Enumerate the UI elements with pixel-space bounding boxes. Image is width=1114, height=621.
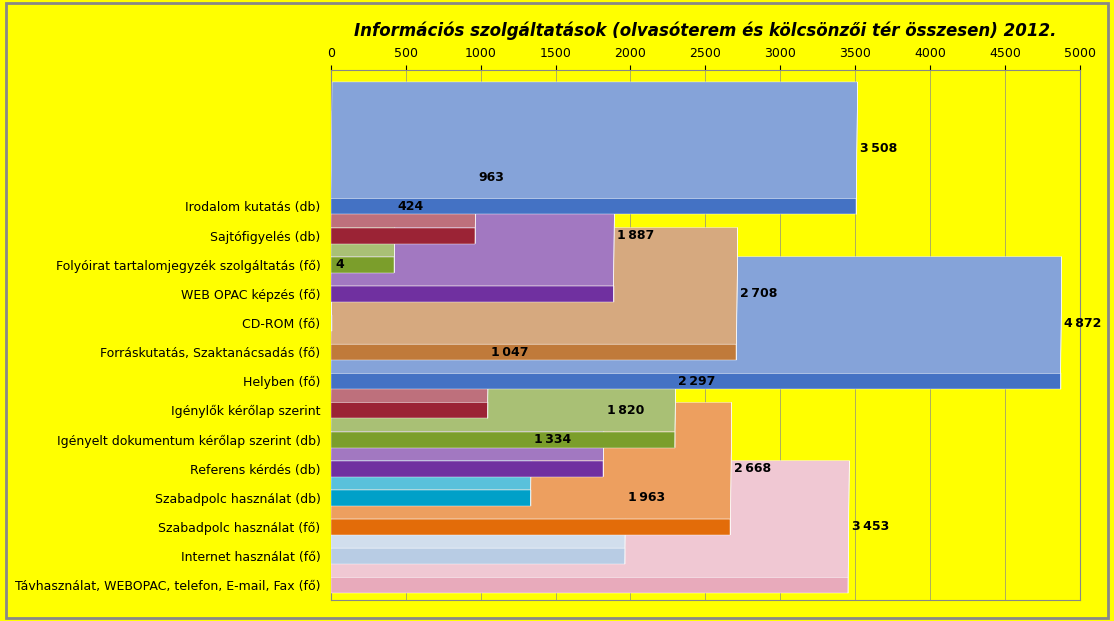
Text: 1 887: 1 887	[617, 229, 654, 242]
Polygon shape	[848, 461, 849, 593]
Polygon shape	[604, 344, 605, 477]
Text: 4 872: 4 872	[1064, 317, 1102, 330]
Text: 1 047: 1 047	[491, 346, 529, 359]
Polygon shape	[331, 373, 531, 490]
Text: 3 508: 3 508	[860, 142, 897, 155]
Bar	[331, 286, 614, 302]
Bar	[331, 490, 530, 506]
Polygon shape	[332, 199, 333, 331]
Bar	[331, 432, 675, 448]
Text: 2 668: 2 668	[734, 462, 771, 475]
Polygon shape	[331, 461, 849, 577]
Polygon shape	[331, 111, 477, 228]
Polygon shape	[731, 402, 732, 535]
Bar	[331, 256, 394, 273]
Polygon shape	[1061, 256, 1062, 389]
Bar	[331, 548, 625, 564]
Bar	[331, 344, 736, 360]
Polygon shape	[488, 286, 489, 419]
Polygon shape	[331, 256, 1062, 373]
Polygon shape	[331, 82, 858, 199]
Polygon shape	[331, 228, 737, 344]
Bar	[331, 373, 1061, 389]
Text: 2 297: 2 297	[678, 375, 716, 388]
Polygon shape	[614, 170, 615, 302]
Polygon shape	[331, 402, 732, 519]
Polygon shape	[331, 140, 395, 256]
Bar	[331, 402, 488, 419]
Polygon shape	[331, 170, 615, 286]
Bar	[331, 228, 476, 243]
Text: 963: 963	[479, 171, 505, 184]
Polygon shape	[331, 344, 605, 461]
Polygon shape	[331, 315, 676, 432]
Bar	[331, 577, 848, 593]
Polygon shape	[736, 228, 737, 360]
Title: Információs szolgáltatások (olvasóterem és kölcsönzői tér összesen) 2012.: Információs szolgáltatások (olvasóterem …	[354, 21, 1056, 40]
Bar	[331, 519, 731, 535]
Polygon shape	[857, 82, 858, 214]
Polygon shape	[625, 432, 626, 564]
Polygon shape	[476, 111, 477, 243]
Text: 1 963: 1 963	[628, 491, 665, 504]
Polygon shape	[331, 286, 489, 402]
Polygon shape	[530, 373, 531, 506]
Text: 2 708: 2 708	[740, 288, 778, 301]
Text: 1 334: 1 334	[534, 433, 571, 446]
Polygon shape	[331, 432, 626, 548]
Text: 1 820: 1 820	[607, 404, 644, 417]
Polygon shape	[331, 199, 333, 315]
Text: 3 453: 3 453	[851, 520, 889, 533]
Text: 4: 4	[335, 258, 344, 271]
Text: 424: 424	[398, 200, 424, 213]
Bar	[331, 461, 604, 477]
Polygon shape	[394, 140, 395, 273]
Bar	[331, 199, 857, 214]
Polygon shape	[675, 315, 676, 448]
